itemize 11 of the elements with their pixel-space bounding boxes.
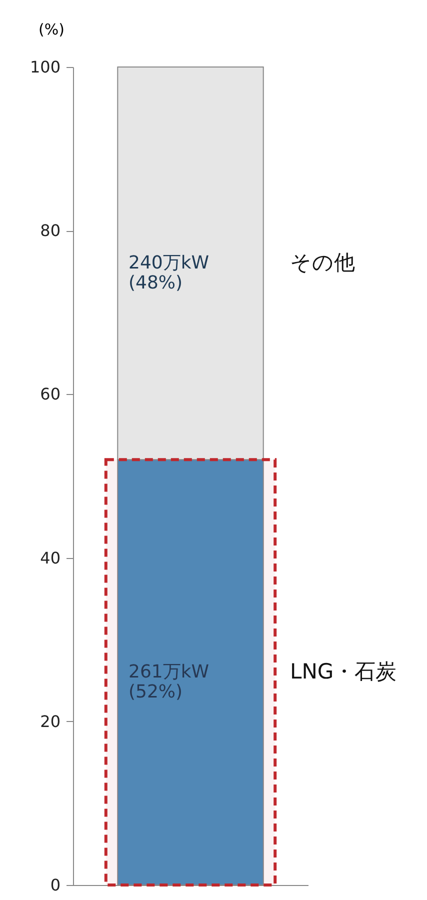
y-tick-label: 100 xyxy=(30,58,60,76)
y-tick-label: 20 xyxy=(40,712,60,731)
data-label: 261万kW (52%) xyxy=(128,661,210,702)
y-tick-label: 60 xyxy=(40,384,60,404)
y-tick-label: 40 xyxy=(40,548,60,568)
y-axis-title: (%) xyxy=(38,20,64,38)
series-label: LNG・石炭 xyxy=(290,659,397,684)
data-label: 240万kW (48%) xyxy=(128,252,210,294)
y-tick-label: 80 xyxy=(40,221,60,240)
y-tick-label: 0 xyxy=(50,876,60,894)
series-label: その他 xyxy=(290,250,355,274)
